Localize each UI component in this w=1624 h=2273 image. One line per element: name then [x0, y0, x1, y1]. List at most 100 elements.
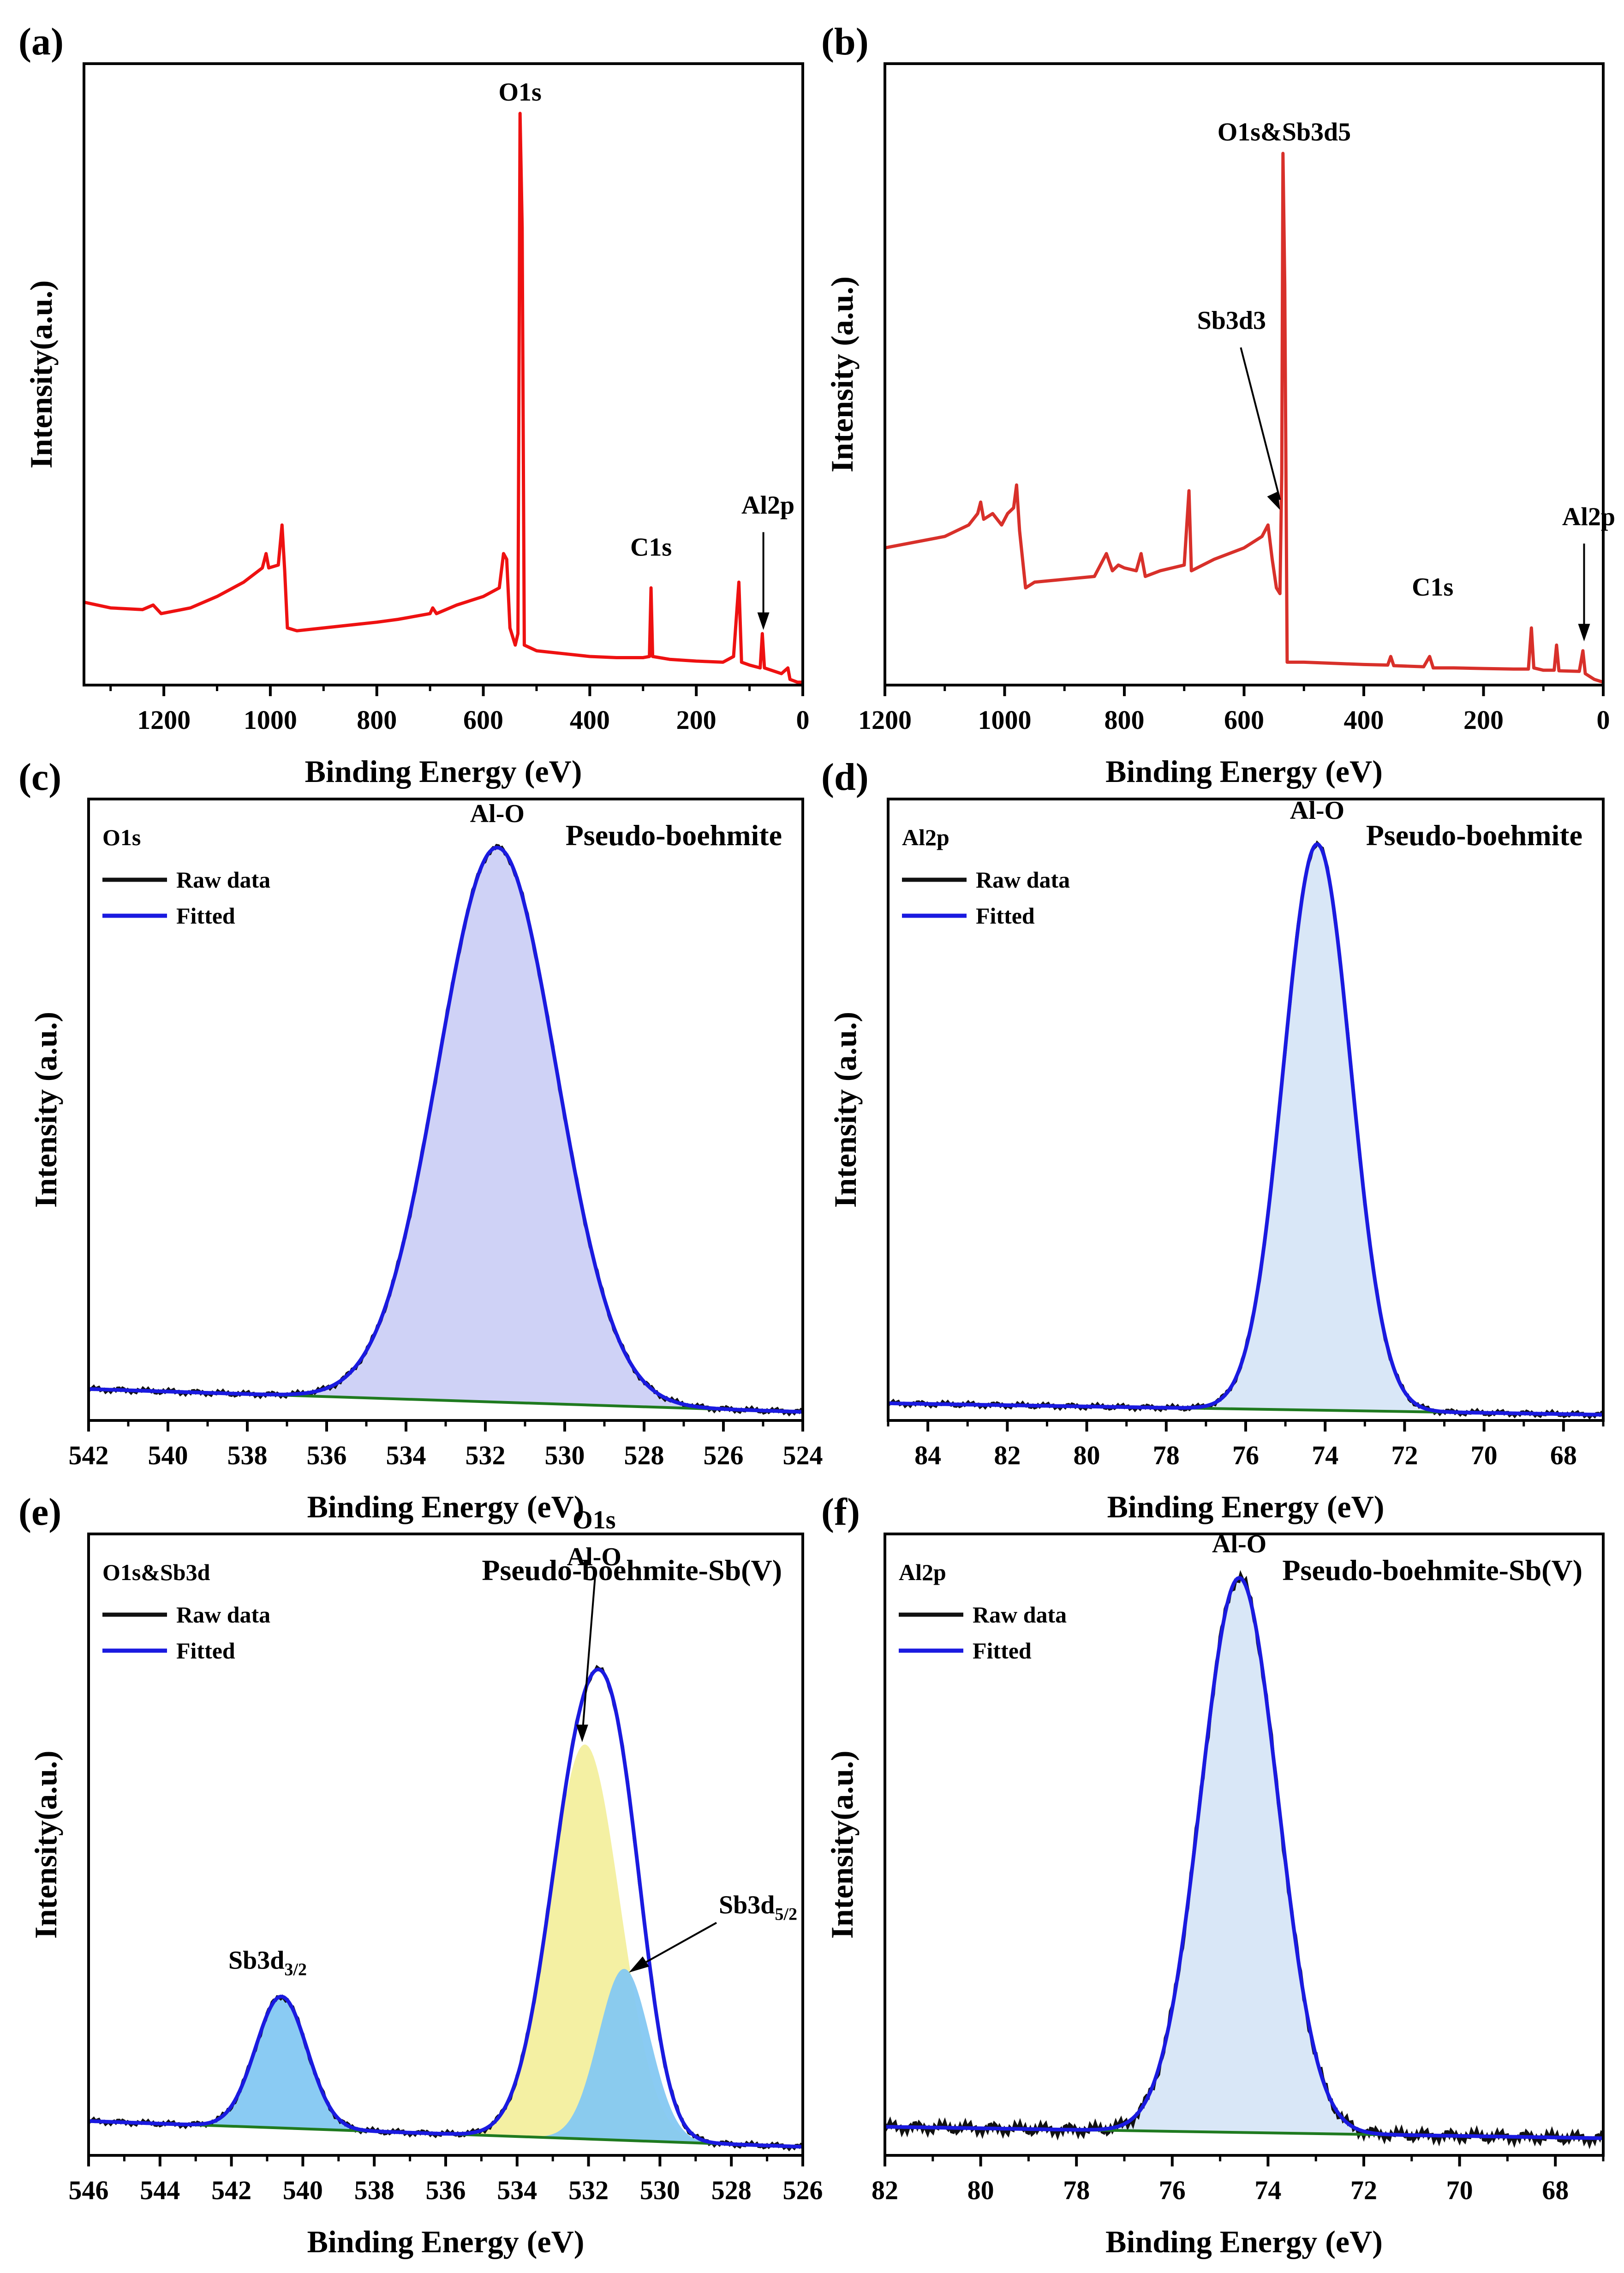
x-tick-label: 532: [568, 2175, 609, 2205]
panel-label: (d): [821, 756, 869, 799]
x-tick-label: 538: [354, 2175, 394, 2205]
x-tick-label: 536: [307, 1440, 347, 1470]
x-axis-label: Binding Energy (eV): [1107, 1489, 1385, 1524]
peak-arrowhead: [576, 1724, 588, 1742]
x-tick-label: 76: [1232, 1440, 1259, 1470]
x-tick-label: 540: [148, 1440, 188, 1470]
x-tick-label: 1000: [244, 705, 297, 735]
plot-area: [885, 1570, 1603, 2149]
peak-label-o1s: O1s: [573, 1506, 615, 1534]
x-tick-label: 76: [1159, 2175, 1186, 2205]
peak-label: Sb3d3/2: [228, 1946, 307, 1980]
plot-frame: [83, 62, 804, 686]
panel-label: (a): [18, 20, 64, 63]
plot-area: [89, 844, 803, 1417]
panel-label: (f): [821, 1491, 860, 1533]
y-axis-label: Intensity(a.u.): [24, 280, 59, 468]
x-tick-label: 70: [1471, 1440, 1498, 1470]
panel-e: (e) O1s&Sb3d Pseudo-boehmite-Sb(V) Raw data…: [18, 1491, 823, 2259]
peak-component-fill: [89, 1969, 803, 2147]
plot-frame: [884, 1533, 1605, 2157]
peak-arrowhead: [629, 1956, 649, 1973]
fitted-envelope-line: [888, 842, 1603, 1417]
legend-fitted-label: Fitted: [973, 1638, 1032, 1664]
x-tick-label: 200: [1463, 705, 1504, 735]
x-tick-label: 82: [994, 1440, 1021, 1470]
x-tick-label: 78: [1063, 2175, 1090, 2205]
x-axis-label: Binding Energy (eV): [305, 754, 582, 789]
x-tick-label: 70: [1446, 2175, 1473, 2205]
x-tick-label: 74: [1312, 1440, 1338, 1470]
legend-fitted-label: Fitted: [176, 903, 235, 929]
peak-label: Al-O: [470, 799, 525, 828]
element-label: O1s: [102, 824, 141, 850]
panel-label: (b): [821, 20, 869, 63]
x-tick-label: 74: [1254, 2175, 1281, 2205]
y-axis-label: Intensity(a.u.): [28, 1750, 63, 1939]
x-tick-label: 526: [704, 1440, 744, 1470]
panel-f: (f) Al2p Pseudo-boehmite-Sb(V) Raw data Fitt…: [821, 1491, 1605, 2259]
element-label: Al2p: [902, 824, 949, 850]
x-tick-label: 542: [69, 1440, 109, 1470]
panel-c: (c) O1s Pseudo-boehmite Raw data Fitted Al-O 5…: [18, 756, 823, 1524]
peak-component-fill: [89, 847, 803, 1412]
x-tick-label: 80: [967, 2175, 994, 2205]
x-tick-label: 68: [1542, 2175, 1569, 2205]
legend-raw-label: Raw data: [176, 867, 270, 893]
x-tick-label: 600: [463, 705, 503, 735]
x-tick-label: 540: [283, 2175, 323, 2205]
annotation-arrowhead: [1578, 624, 1590, 642]
annotation-arrow-line: [1240, 347, 1281, 500]
panel-d: (d) Al2p Pseudo-boehmite Raw data Fitted Al-O…: [821, 756, 1605, 1524]
sample-label: Pseudo-boehmite-Sb(V): [1282, 1554, 1582, 1587]
sample-label: Pseudo-boehmite: [1366, 819, 1582, 852]
survey-spectrum-line: [84, 112, 803, 684]
x-tick-label: 546: [69, 2175, 109, 2205]
peak-annotation: Sb3d3: [1197, 306, 1266, 335]
x-tick-label: 68: [1550, 1440, 1577, 1470]
peak-arrow-line: [638, 1921, 717, 1968]
x-tick-label: 72: [1391, 1440, 1418, 1470]
x-tick-label: 0: [1597, 705, 1610, 735]
legend-raw-label: Raw data: [973, 1602, 1067, 1628]
x-tick-label: 800: [1105, 705, 1145, 735]
fitted-envelope-line: [89, 846, 803, 1414]
element-label: O1s&Sb3d: [102, 1559, 210, 1585]
x-axis-label: Binding Energy (eV): [1105, 754, 1383, 789]
x-tick-label: 526: [783, 2175, 823, 2205]
legend-raw-label: Raw data: [176, 1602, 270, 1628]
x-tick-label: 82: [872, 2175, 898, 2205]
peak-label: Al-O: [1290, 796, 1344, 825]
x-tick-label: 1200: [858, 705, 912, 735]
y-axis-label: Intensity (a.u.): [828, 1012, 863, 1208]
x-tick-label: 1200: [137, 705, 191, 735]
x-axis-label: Binding Energy (eV): [307, 1489, 585, 1524]
x-tick-label: 538: [227, 1440, 268, 1470]
peak-annotation: O1s: [499, 78, 542, 107]
x-tick-label: 800: [357, 705, 397, 735]
fitted-envelope-line: [885, 1576, 1603, 2140]
element-label: Al2p: [899, 1559, 946, 1585]
peak-arrow-line: [581, 1576, 596, 1731]
x-axis-label: Binding Energy (eV): [307, 2224, 585, 2259]
x-tick-label: 80: [1074, 1440, 1100, 1470]
x-tick-label: 72: [1350, 2175, 1377, 2205]
annotation-arrowhead: [1267, 491, 1280, 510]
legend-raw-label: Raw data: [976, 867, 1070, 893]
plot-area: [84, 112, 803, 684]
y-axis-label: Intensity(a.u.): [824, 1750, 860, 1939]
x-tick-label: 544: [140, 2175, 180, 2205]
sample-label: Pseudo-boehmite-Sb(V): [482, 1554, 782, 1587]
x-tick-label: 600: [1224, 705, 1264, 735]
peak-annotation: C1s: [630, 533, 672, 561]
legend-fitted-label: Fitted: [176, 1638, 235, 1664]
x-tick-label: 1000: [978, 705, 1032, 735]
x-tick-label: 542: [211, 2175, 251, 2205]
peak-annotation: Al2p: [741, 491, 794, 519]
plot-area: [89, 1664, 803, 2152]
sample-label: Pseudo-boehmite: [566, 819, 782, 852]
x-tick-label: 532: [466, 1440, 506, 1470]
x-tick-label: 528: [711, 2175, 752, 2205]
peak-label-alo: Al-O: [567, 1543, 621, 1571]
